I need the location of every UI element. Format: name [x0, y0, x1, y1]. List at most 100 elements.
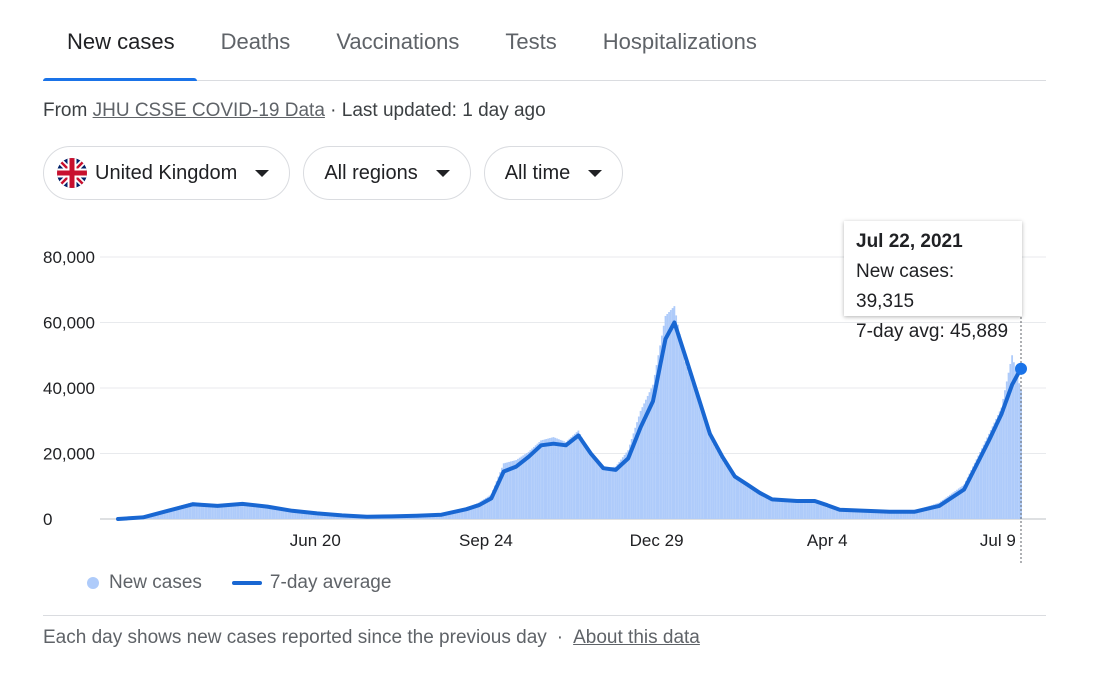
- tab-vaccinations[interactable]: Vaccinations: [336, 29, 460, 54]
- new-cases-bar: [309, 512, 311, 519]
- new-cases-bar: [488, 495, 491, 519]
- new-cases-bar: [445, 512, 448, 519]
- new-cases-bar: [833, 509, 836, 519]
- new-cases-bar: [166, 509, 169, 519]
- new-cases-bar: [707, 431, 710, 519]
- new-cases-bar: [163, 510, 166, 519]
- new-cases-bar: [605, 467, 608, 519]
- new-cases-bar: [577, 430, 580, 519]
- new-cases-bar: [170, 508, 173, 519]
- new-cases-bar: [696, 397, 699, 519]
- new-cases-bar: [806, 501, 809, 519]
- new-cases-bar: [213, 504, 215, 519]
- new-cases-bar: [675, 315, 678, 519]
- new-cases-bar: [991, 426, 994, 519]
- new-cases-bar: [598, 464, 601, 519]
- new-cases-bar: [589, 455, 592, 519]
- new-cases-bar: [838, 510, 841, 519]
- new-cases-bar: [771, 498, 774, 519]
- new-cases-bar: [230, 503, 233, 519]
- new-cases-bar: [735, 479, 738, 519]
- new-cases-bar: [451, 511, 454, 519]
- new-cases-bar: [764, 495, 766, 519]
- new-cases-bar: [197, 502, 199, 519]
- new-cases-bar: [749, 488, 752, 519]
- new-cases-bar: [908, 510, 910, 519]
- new-cases-bar: [757, 491, 759, 519]
- new-cases-bar: [236, 503, 238, 519]
- new-cases-bar: [728, 470, 731, 519]
- new-cases-bar: [504, 462, 507, 519]
- new-cases-bar: [188, 502, 191, 519]
- cases-chart[interactable]: 80,000 60,000 40,000 20,000 0 Jun 20 Sep 24 Dec…: [0, 210, 1110, 580]
- new-cases-bar: [333, 515, 336, 519]
- new-cases-bar: [925, 506, 928, 519]
- tab-tests[interactable]: Tests: [505, 29, 557, 54]
- new-cases-bar: [499, 472, 502, 519]
- new-cases-bar: [819, 504, 822, 519]
- new-cases-bar: [1000, 407, 1003, 519]
- new-cases-bar: [1018, 383, 1021, 519]
- new-cases-bar: [518, 457, 521, 519]
- new-cases-bar: [253, 505, 256, 519]
- new-cases-bar: [547, 438, 550, 519]
- source-prefix: From: [43, 100, 93, 121]
- new-cases-bar: [913, 510, 916, 519]
- footer: Each day shows new cases reported since …: [43, 627, 700, 649]
- tab-deaths[interactable]: Deaths: [220, 29, 291, 54]
- new-cases-bar: [264, 506, 267, 519]
- new-cases-bar: [591, 457, 594, 519]
- new-cases-bar: [909, 510, 912, 519]
- new-cases-bar: [234, 503, 237, 519]
- new-cases-bar: [458, 509, 461, 519]
- new-cases-bar: [246, 504, 249, 519]
- new-cases-bar: [602, 468, 605, 519]
- new-cases-bar: [220, 504, 222, 519]
- new-cases-bar: [893, 511, 896, 519]
- region-dropdown[interactable]: All regions: [303, 146, 471, 200]
- seven-day-average-line: [116, 320, 1023, 521]
- new-cases-bar: [305, 512, 308, 519]
- new-cases-bar: [986, 437, 989, 519]
- time-range-label: All time: [504, 161, 571, 184]
- new-cases-bar: [730, 472, 733, 519]
- chevron-down-icon: [588, 169, 603, 177]
- new-cases-bar: [447, 511, 450, 519]
- new-cases-bar: [849, 510, 852, 519]
- time-range-dropdown[interactable]: All time: [483, 146, 624, 200]
- new-cases-bar: [543, 439, 546, 519]
- new-cases-bar: [566, 440, 569, 519]
- data-source-line: From JHU CSSE COVID-19 Data · Last updat…: [43, 100, 546, 122]
- new-cases-bar: [794, 499, 797, 519]
- new-cases-bar: [700, 409, 702, 519]
- new-cases-bar: [515, 460, 518, 519]
- new-cases-bar: [963, 484, 966, 519]
- new-cases-bar: [575, 432, 578, 519]
- new-cases-bar: [742, 483, 745, 519]
- new-cases-bar: [259, 506, 262, 519]
- new-cases-bar: [829, 508, 832, 519]
- new-cases-bar: [614, 466, 617, 519]
- tab-hospitalizations[interactable]: Hospitalizations: [602, 29, 757, 54]
- footer-separator: ·: [556, 627, 564, 648]
- tab-new-cases[interactable]: New cases: [43, 0, 197, 81]
- new-cases-bar: [1014, 369, 1017, 519]
- new-cases-bar: [929, 505, 932, 519]
- source-link[interactable]: JHU CSSE COVID-19 Data: [92, 100, 325, 121]
- new-cases-bar: [330, 514, 333, 519]
- new-cases-bar: [655, 365, 658, 519]
- new-cases-bar: [762, 494, 765, 519]
- country-dropdown[interactable]: United Kingdom: [43, 146, 291, 200]
- new-cases-bar: [266, 507, 269, 519]
- about-data-link[interactable]: About this data: [573, 627, 700, 648]
- new-cases-bar: [932, 504, 935, 519]
- new-cases-bar: [863, 510, 866, 519]
- new-cases-bar: [200, 503, 203, 519]
- new-cases-bar: [157, 511, 160, 519]
- new-cases-bar: [632, 433, 635, 519]
- new-cases-bar: [1011, 355, 1014, 519]
- new-cases-bar: [623, 454, 626, 519]
- new-cases-bar: [876, 510, 878, 519]
- new-cases-bar: [1009, 363, 1012, 519]
- new-cases-bar: [221, 504, 224, 519]
